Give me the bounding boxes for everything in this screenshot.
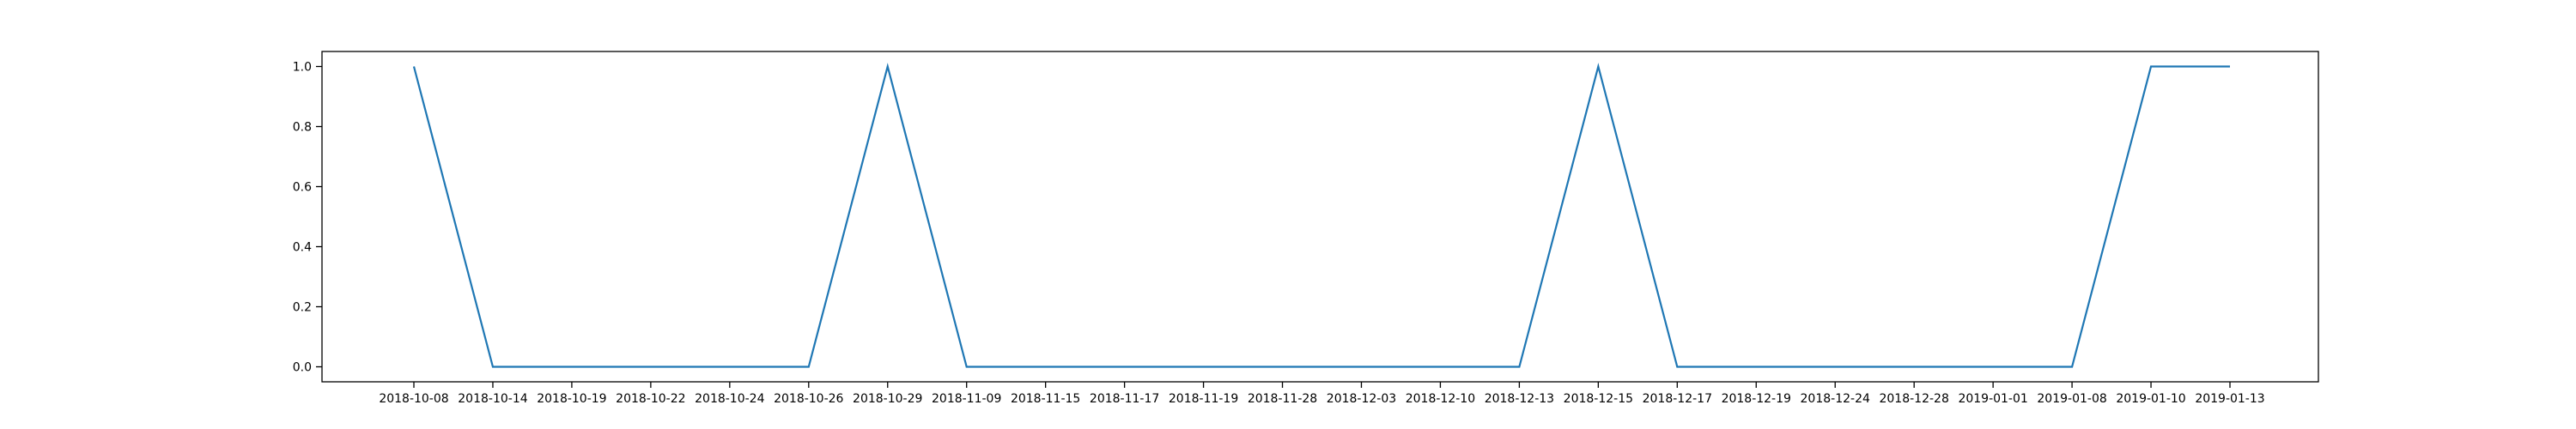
x-tick-label: 2019-01-08 <box>2037 392 2106 406</box>
x-tick-label: 2018-10-19 <box>537 392 606 406</box>
x-tick-label: 2018-11-19 <box>1169 392 1238 406</box>
x-tick-label: 2019-01-10 <box>2116 392 2185 406</box>
x-tick-label: 2018-11-17 <box>1090 392 1159 406</box>
y-tick-label: 0.6 <box>293 181 312 195</box>
axes-frame <box>321 51 2319 383</box>
y-tick-label: 0.4 <box>293 241 312 255</box>
x-tick-label: 2018-11-28 <box>1248 392 1317 406</box>
x-tick-label: 2018-12-17 <box>1643 392 1712 406</box>
x-tick-label: 2018-11-09 <box>932 392 1001 406</box>
x-tick-label: 2018-11-15 <box>1011 392 1080 406</box>
plot-area <box>412 63 2230 368</box>
x-tick-label: 2018-12-24 <box>1801 392 1870 406</box>
x-tick-label: 2018-10-08 <box>379 392 448 406</box>
x-tick-label: 2018-12-15 <box>1564 392 1633 406</box>
series-line-0 <box>412 63 2230 368</box>
x-tick-label: 2018-12-19 <box>1722 392 1791 406</box>
x-tick-label: 2018-12-03 <box>1327 392 1396 406</box>
x-tick-label: 2018-12-13 <box>1485 392 1554 406</box>
y-tick-label: 1.0 <box>293 61 312 75</box>
x-tick-label: 2019-01-01 <box>1958 392 2027 406</box>
x-tick-label: 2018-12-10 <box>1406 392 1475 406</box>
x-tick-label: 2018-10-26 <box>774 392 843 406</box>
y-tick-label: 0.2 <box>293 301 312 315</box>
y-tick-label: 0.8 <box>293 121 312 135</box>
x-tick-label: 2018-10-22 <box>616 392 685 406</box>
x-tick-label: 2018-10-14 <box>458 392 527 406</box>
x-tick-label: 2018-10-29 <box>853 392 922 406</box>
x-axis: 2018-10-08 2018-10-14 2018-10-19 2018-10-22… <box>379 382 2265 406</box>
x-tick-label: 2018-10-24 <box>695 392 764 406</box>
x-tick-label: 2019-01-13 <box>2195 392 2264 406</box>
y-axis: 0.0 0.2 0.4 0.6 0.8 1.0 <box>293 61 322 375</box>
x-tick-label: 2018-12-28 <box>1879 392 1948 406</box>
y-tick-label: 0.0 <box>293 361 312 375</box>
